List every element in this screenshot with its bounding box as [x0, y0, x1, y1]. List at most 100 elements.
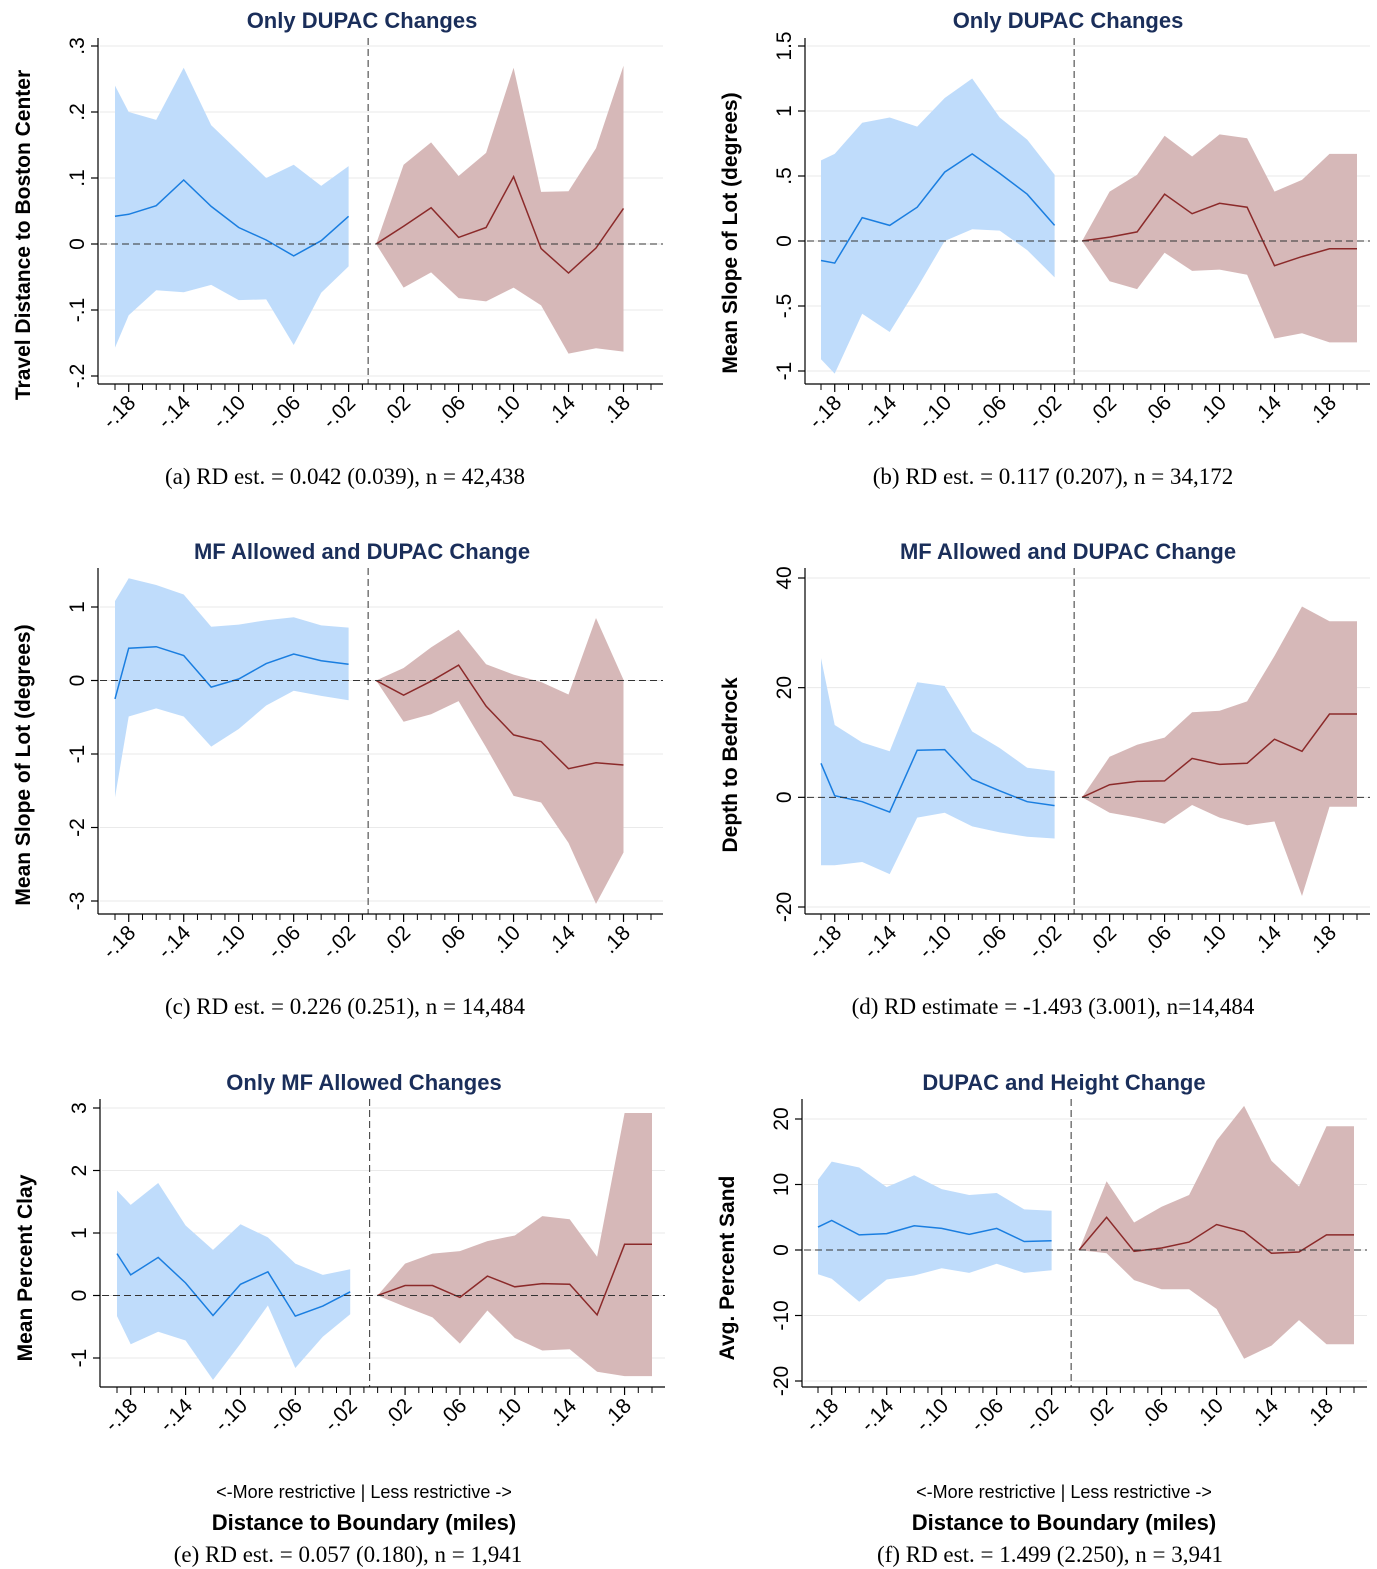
panel-d-ytick-label-1: 0	[773, 791, 796, 803]
panel-b-xtick-label-9: .18	[1304, 391, 1341, 428]
panel-b-xtick-label-7: .10	[1194, 391, 1231, 428]
panel-c-ytick-label-0: -3	[66, 892, 89, 911]
panel-d-xtick-label-2: -.10	[914, 921, 956, 963]
panel-c-xtick-label-0: -.18	[98, 921, 140, 963]
panel-f-ytick-label-4: 20	[770, 1107, 793, 1130]
panel-b-ytick-label-4: 1	[773, 105, 796, 117]
panel-f-xtick-label-8: .14	[1246, 1394, 1283, 1431]
panel-d-plot: -20 0 20 40 -.18 -.14 -.10 -.06 -.02 .02 .06 .10 .14…	[773, 566, 1370, 963]
panel-a-xtick-label-6: .06	[433, 391, 470, 428]
panel-b-xtick-label-5: .02	[1084, 391, 1121, 428]
panel-b-plot: -1 -.5 0 .5 1 1.5 -.18 -.14 -.10 -.06 -.02 .02 .06 .1…	[773, 31, 1370, 433]
panel-b-xtick-label-6: .06	[1139, 391, 1176, 428]
panel-f-xtick-label-1: -.14	[856, 1394, 898, 1436]
panel-c-xtick-label-9: .18	[598, 921, 635, 958]
panel-b-left-estimate-line	[820, 152, 1056, 264]
panel-d-xtick-label-3: -.06	[969, 921, 1011, 963]
panel-f-xtick-label-5: .02	[1081, 1394, 1118, 1431]
panel-d-title: MF Allowed and DUPAC Change	[900, 539, 1236, 564]
panel-a-xtick-label-7: .10	[488, 391, 525, 428]
panel-c-right-estimate-line	[375, 664, 624, 770]
panel-a-xtick-label-5: .02	[378, 391, 415, 428]
panel-f-xtick-label-7: .10	[1191, 1394, 1228, 1431]
panel-d-xtick-label-8: .14	[1249, 921, 1286, 958]
panel-f-xtick-label-0: -.18	[801, 1394, 843, 1436]
panel-d-xtick-label-0: -.18	[804, 921, 846, 963]
panel-b-xtick-label-1: -.14	[859, 391, 901, 433]
panel-c-xtick-label-1: -.14	[153, 921, 195, 963]
panel-a-xtick-label-2: -.10	[208, 391, 250, 433]
panel-b-ytick-label-1: -.5	[773, 294, 796, 319]
panel-a-right-confidence-band	[376, 65, 624, 354]
panel-e-xtick-label-1: -.14	[155, 1394, 197, 1436]
panel-b-xtick-label-0: -.18	[804, 391, 846, 433]
panel-e-xtick-label-8: .14	[544, 1394, 581, 1431]
panel-f-xtick-label-6: .06	[1136, 1394, 1173, 1431]
panel-c-ytick-label-2: -1	[66, 745, 89, 764]
panel-f-xtick-label-9: .18	[1301, 1394, 1338, 1431]
panel-e-xtick-label-4: -.02	[320, 1394, 362, 1436]
panel-a-ytick-label-0: -.2	[66, 364, 89, 389]
panel-e-left-confidence-band	[117, 1183, 351, 1380]
panel-d-xtick-label-1: -.14	[859, 921, 901, 963]
panel-a-ytick-label-2: 0	[66, 238, 89, 250]
panel-c: -3 -2 -1 0 1 -.18 -.14 -.10 -.06 -.02 .02 .06 .10 .14…	[12, 539, 663, 1019]
panel-a-xtick-label-0: -.18	[98, 391, 140, 433]
panel-d-right-estimate-line	[1081, 713, 1357, 798]
panel-c-xtick-label-2: -.10	[208, 921, 250, 963]
panel-c-left-estimate-line	[114, 645, 349, 700]
panel-a-ytick-label-4: .2	[66, 103, 89, 121]
panel-e-xtick-label-5: .02	[380, 1394, 417, 1431]
panel-d-ytick-label-2: 20	[773, 676, 796, 699]
panel-d-xtick-label-7: .10	[1194, 921, 1231, 958]
panel-f-ylabel: Avg. Percent Sand	[716, 1176, 739, 1361]
panel-a-right-estimate-line	[375, 174, 625, 275]
panel-a-plot: -.2-.10.1.2.3-.18 -.14 -.10 -.06 -.02.02.06.…	[66, 37, 663, 433]
panel-c-plot: -3 -2 -1 0 1 -.18 -.14 -.10 -.06 -.02 .02 .06 .10 .14…	[66, 568, 663, 963]
panel-d-left-estimate-line	[820, 748, 1055, 814]
panel-f-caption: (f) RD est. = 1.499 (2.250), n = 3,941	[877, 1542, 1223, 1567]
panel-f-xtick-label-3: -.06	[966, 1394, 1008, 1436]
panel-f-ytick-label-1: -10	[770, 1300, 793, 1330]
panel-e-ytick-label-1: 0	[68, 1290, 91, 1302]
panel-e-xtick-label-9: .18	[599, 1394, 636, 1431]
panel-f-ytick-label-0: -20	[770, 1366, 793, 1396]
panel-e-ylabel: Mean Percent Clay	[14, 1174, 37, 1361]
panel-e-xtick-label-0: -.18	[100, 1394, 142, 1436]
panel-d-left-confidence-band	[821, 658, 1055, 875]
panel-c-ytick-label-4: 1	[66, 601, 89, 613]
panel-e-plot: -1 0 1 2 3 -.18 -.14 -.10 -.06 -.02 .02 .06 .10 .14 .1…	[68, 1099, 665, 1436]
panel-b-right-confidence-band	[1082, 134, 1357, 343]
panel-f-left-estimate-line	[817, 1219, 1052, 1243]
panel-c-xtick-label-8: .14	[543, 921, 580, 958]
panel-d-xtick-label-5: .02	[1084, 921, 1121, 958]
panel-a-ylabel: Travel Distance to Boston Center	[12, 70, 35, 400]
panel-e-xtick-label-6: .06	[435, 1394, 472, 1431]
panel-b-ytick-label-5: 1.5	[773, 31, 796, 60]
panel-a-xtick-label-9: .18	[598, 391, 635, 428]
panel-b-xtick-label-3: -.06	[969, 391, 1011, 433]
panel-c-ytick-label-3: 0	[66, 675, 89, 687]
panel-f-right-estimate-line	[1078, 1216, 1354, 1255]
panel-a-ytick-label-3: .1	[66, 169, 89, 187]
panel-f-ytick-label-2: 0	[770, 1244, 793, 1256]
panel-a-title: Only DUPAC Changes	[247, 8, 478, 33]
panel-d-ylabel: Depth to Bedrock	[719, 677, 742, 852]
panel-a-left-confidence-band	[115, 67, 349, 348]
panel-c-xtick-label-7: .10	[488, 921, 525, 958]
panel-f: -20 -10 0 10 20 -.18 -.14 -.10 -.06 -.02 .02 .06 .10…	[716, 1070, 1367, 1567]
panel-a-left-estimate-line	[114, 178, 350, 257]
panel-b-ytick-label-3: .5	[773, 167, 796, 185]
panel-e-ytick-label-3: 2	[68, 1165, 91, 1177]
panel-e-xtick-label-2: -.10	[210, 1394, 252, 1436]
panel-f-xtick-label-4: -.02	[1021, 1394, 1063, 1436]
panel-d-xtick-label-6: .06	[1139, 921, 1176, 958]
panel-d-ytick-label-3: 40	[773, 566, 796, 589]
panel-c-xtick-label-4: -.02	[318, 921, 360, 963]
panel-a-xtick-label-1: -.14	[153, 391, 195, 433]
panel-c-xtick-label-3: -.06	[263, 921, 305, 963]
panel-d-xtick-label-4: -.02	[1024, 921, 1066, 963]
panel-d-right-confidence-band	[1082, 606, 1357, 896]
panel-a: -.2-.10.1.2.3-.18 -.14 -.10 -.06 -.02.02.06.…	[12, 8, 663, 489]
panel-c-xtick-label-6: .06	[433, 921, 470, 958]
